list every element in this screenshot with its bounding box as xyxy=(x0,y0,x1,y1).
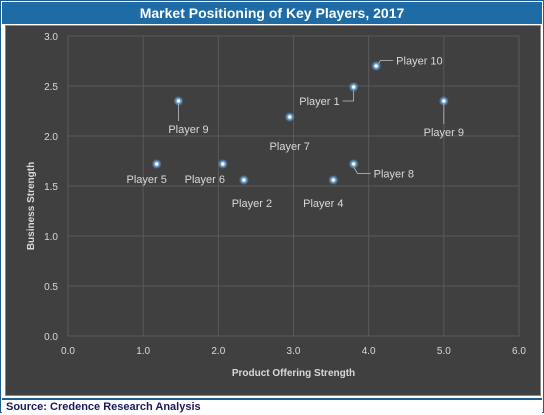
plot-panel: 0.0 1.0 2.0 3.0 4.0 5.0 6.0 0.0 0.5 1.0 1.5 2.0 2.5 3… xyxy=(5,25,541,396)
y-tick-label: 3.0 xyxy=(44,32,58,43)
point-label: Player 2 xyxy=(232,198,272,210)
y-tick-label: 0.5 xyxy=(44,282,58,293)
point-label: Player 9 xyxy=(168,124,208,136)
x-tick-label: 1.0 xyxy=(136,346,150,357)
point-label: Player 4 xyxy=(303,198,343,210)
x-tick-label: 2.0 xyxy=(211,346,225,357)
chart-title: Market Positioning of Key Players, 2017 xyxy=(2,2,542,24)
point-label: Player 10 xyxy=(396,56,442,68)
x-axis-title: Product Offering Strength xyxy=(232,368,355,379)
point-label: Player 6 xyxy=(185,174,225,186)
x-tick-label: 4.0 xyxy=(362,346,376,357)
y-tick-label: 0.0 xyxy=(44,332,58,343)
scatter-point-core xyxy=(442,99,446,103)
scatter-chart: 0.0 1.0 2.0 3.0 4.0 5.0 6.0 0.0 0.5 1.0 1.5 2.0 2.5 3… xyxy=(26,32,526,379)
source-note: Source: Credence Research Analysis xyxy=(2,398,542,413)
scatter-point-core xyxy=(176,99,181,103)
scatter-point-core xyxy=(374,64,378,68)
label-leader-line xyxy=(342,90,355,102)
scatter-point-core xyxy=(331,178,335,182)
point-label: Player 7 xyxy=(270,141,310,153)
label-leader-line xyxy=(353,166,371,175)
point-label: Player 8 xyxy=(374,169,414,181)
point-label: Player 5 xyxy=(127,174,167,186)
scatter-point-core xyxy=(288,115,292,119)
point-label: Player 9 xyxy=(424,127,464,139)
y-tick-label: 2.5 xyxy=(44,82,58,93)
scatter-point-core xyxy=(221,162,225,166)
y-axis-title: Business Strength xyxy=(26,162,37,250)
y-tick-label: 2.0 xyxy=(44,132,58,143)
y-tick-label: 1.5 xyxy=(44,182,58,193)
scatter-point-core xyxy=(352,85,356,89)
x-tick-label: 5.0 xyxy=(437,346,451,357)
x-tick-label: 0.0 xyxy=(61,346,75,357)
scatter-point-core xyxy=(155,162,159,166)
scatter-point-core xyxy=(242,178,246,182)
x-tick-label: 6.0 xyxy=(512,346,526,357)
point-label: Player 1 xyxy=(299,96,339,108)
y-tick-label: 1.0 xyxy=(44,232,58,243)
scatter-point-core xyxy=(352,162,356,166)
x-tick-label: 3.0 xyxy=(287,346,301,357)
